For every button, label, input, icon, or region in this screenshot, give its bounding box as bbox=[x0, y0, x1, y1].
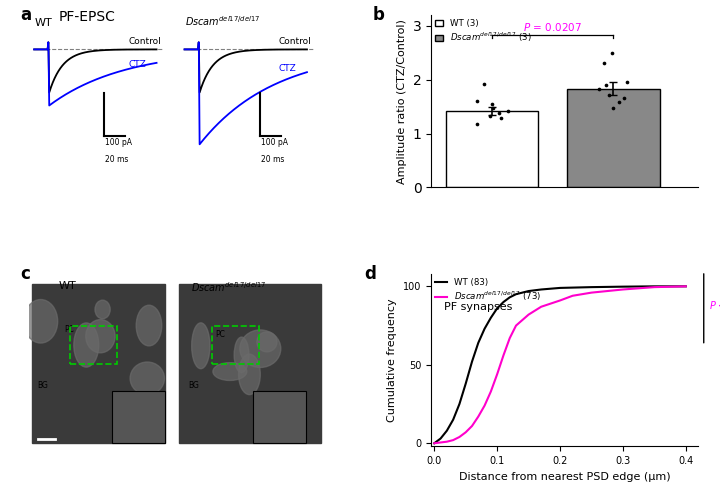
Bar bbox=[32, 284, 165, 443]
Ellipse shape bbox=[95, 300, 110, 319]
Ellipse shape bbox=[74, 323, 99, 367]
Text: PF-EPSC: PF-EPSC bbox=[58, 10, 115, 24]
Text: PF synapses: PF synapses bbox=[444, 302, 512, 312]
Y-axis label: Amplitude ratio (CTZ/Control): Amplitude ratio (CTZ/Control) bbox=[397, 19, 407, 184]
Point bbox=[613, 98, 625, 106]
Text: BG: BG bbox=[256, 425, 267, 434]
Point bbox=[472, 120, 483, 128]
Text: PC: PC bbox=[130, 393, 139, 403]
Point bbox=[503, 107, 514, 115]
Bar bbox=[446, 111, 538, 187]
Bar bbox=[179, 284, 321, 443]
Point bbox=[593, 85, 604, 93]
Ellipse shape bbox=[130, 362, 164, 395]
Point bbox=[618, 95, 629, 103]
Point bbox=[484, 112, 495, 120]
Ellipse shape bbox=[86, 319, 115, 353]
Point bbox=[606, 49, 618, 57]
Text: 20 ms: 20 ms bbox=[105, 155, 129, 164]
Ellipse shape bbox=[24, 300, 58, 343]
Ellipse shape bbox=[192, 323, 210, 369]
Text: Control: Control bbox=[279, 37, 311, 46]
Bar bbox=[212, 325, 259, 364]
Text: a: a bbox=[20, 6, 31, 24]
Text: PC: PC bbox=[64, 324, 74, 333]
Point bbox=[621, 78, 633, 86]
Bar bbox=[567, 89, 660, 187]
Text: $\it{P}$ = 0.0207: $\it{P}$ = 0.0207 bbox=[523, 21, 582, 33]
Legend: WT (83), $\it{Dscam}$$^{del17/del17}$ (73): WT (83), $\it{Dscam}$$^{del17/del17}$ (7… bbox=[436, 278, 541, 303]
Text: b: b bbox=[372, 6, 384, 24]
Text: 100 pA: 100 pA bbox=[261, 138, 288, 147]
X-axis label: Distance from nearest PSD edge (μm): Distance from nearest PSD edge (μm) bbox=[459, 472, 670, 482]
Point bbox=[494, 109, 505, 117]
Text: d: d bbox=[364, 265, 376, 283]
Text: $\it{Dscam}$$^{del17/del17}$: $\it{Dscam}$$^{del17/del17}$ bbox=[184, 14, 260, 28]
Ellipse shape bbox=[213, 363, 247, 380]
Text: BG: BG bbox=[189, 381, 199, 390]
Text: PC: PC bbox=[215, 330, 225, 339]
Point bbox=[598, 60, 609, 67]
Text: 20 ms: 20 ms bbox=[261, 155, 284, 164]
Point bbox=[608, 104, 619, 112]
Ellipse shape bbox=[238, 354, 261, 395]
Y-axis label: Cumulative frequency: Cumulative frequency bbox=[387, 298, 397, 422]
Ellipse shape bbox=[240, 330, 281, 368]
Ellipse shape bbox=[257, 332, 277, 352]
Text: $\it{P}$ < 0.0001: $\it{P}$ < 0.0001 bbox=[709, 299, 720, 311]
Text: PC: PC bbox=[256, 404, 266, 413]
Text: BG: BG bbox=[37, 381, 48, 390]
Bar bbox=[112, 391, 165, 443]
Text: CTZ: CTZ bbox=[279, 64, 297, 73]
Ellipse shape bbox=[136, 305, 162, 346]
Text: WT: WT bbox=[58, 281, 76, 291]
Point bbox=[487, 104, 499, 112]
Text: Control: Control bbox=[128, 37, 161, 46]
Bar bbox=[70, 325, 117, 364]
Point bbox=[486, 100, 498, 108]
Ellipse shape bbox=[234, 337, 249, 372]
Text: $\it{Dscam}$$^{del17/del17}$: $\it{Dscam}$$^{del17/del17}$ bbox=[192, 281, 266, 295]
Text: c: c bbox=[20, 265, 30, 283]
Text: 100 pA: 100 pA bbox=[105, 138, 132, 147]
Point bbox=[495, 115, 507, 123]
Legend: WT (3), $\it{Dscam}$$^{del17/del17}$ (3): WT (3), $\it{Dscam}$$^{del17/del17}$ (3) bbox=[436, 19, 532, 44]
Point bbox=[600, 81, 612, 89]
Point bbox=[472, 97, 483, 105]
Bar bbox=[253, 391, 307, 443]
Text: BG: BG bbox=[114, 425, 125, 434]
Point bbox=[478, 80, 490, 88]
Text: CTZ: CTZ bbox=[128, 60, 146, 68]
Text: WT: WT bbox=[34, 18, 52, 28]
Point bbox=[603, 91, 615, 99]
